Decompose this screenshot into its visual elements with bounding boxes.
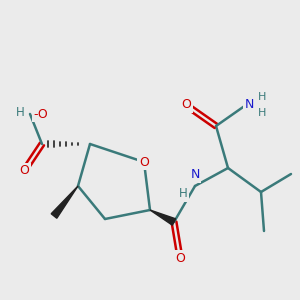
Text: H: H bbox=[258, 107, 267, 118]
Text: H: H bbox=[258, 92, 267, 102]
Text: O: O bbox=[139, 155, 149, 169]
Polygon shape bbox=[150, 210, 176, 225]
Text: O: O bbox=[181, 98, 191, 112]
Text: H: H bbox=[16, 106, 25, 119]
Text: -O: -O bbox=[34, 107, 48, 121]
Text: N: N bbox=[244, 98, 254, 112]
Text: N: N bbox=[190, 169, 200, 182]
Polygon shape bbox=[51, 186, 78, 218]
Text: O: O bbox=[19, 164, 29, 178]
Text: O: O bbox=[175, 251, 185, 265]
Text: H: H bbox=[178, 187, 188, 200]
